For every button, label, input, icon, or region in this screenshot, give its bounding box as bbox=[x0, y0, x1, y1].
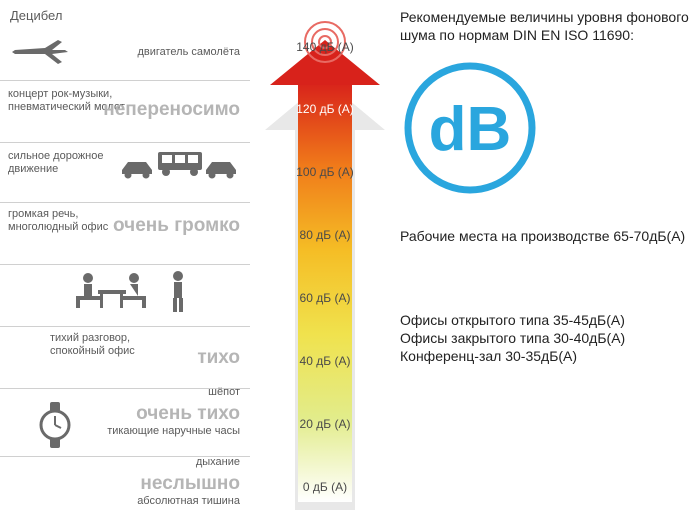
tick bbox=[0, 326, 250, 327]
cat-20: очень тихо тикающие наручные часы bbox=[107, 402, 240, 438]
rec-block-2: Офисы открытого типа 35-45дБ(А) Офисы за… bbox=[400, 311, 690, 366]
level-80: громкая речь, многолюдный офис bbox=[0, 208, 120, 233]
label-breath: дыхание bbox=[196, 456, 240, 469]
db-0: 0 дБ (A) bbox=[303, 480, 347, 494]
db-60: 60 дБ (A) bbox=[300, 291, 351, 305]
level-0-top: дыхание bbox=[196, 456, 240, 469]
category-quiet: тихо bbox=[197, 348, 240, 367]
label-0: абсолютная тишина bbox=[137, 495, 240, 508]
level-40: тихий разговор, спокойный офис bbox=[0, 332, 160, 357]
office-icon bbox=[70, 268, 210, 321]
tick bbox=[0, 80, 250, 81]
airplane-icon bbox=[10, 30, 70, 75]
examples-column: двигатель самолёта концерт рок-музыки, п… bbox=[0, 30, 250, 520]
category-veryquiet: очень тихо bbox=[107, 404, 240, 423]
recommendations-panel: Рекомендуемые величины уровня фонового ш… bbox=[400, 8, 690, 365]
cat-0: неслышно абсолютная тишина bbox=[137, 472, 240, 508]
db-120: 120 дБ (A) bbox=[296, 102, 354, 116]
rec-line: Офисы закрытого типа 30-40дБ(А) bbox=[400, 329, 690, 347]
tick bbox=[0, 142, 250, 143]
db-20: 20 дБ (A) bbox=[300, 417, 351, 431]
label-140: двигатель самолёта bbox=[137, 46, 240, 59]
db-140: 140 дБ (A) bbox=[296, 40, 354, 54]
cat-80: очень громко bbox=[113, 214, 240, 235]
label-80: громкая речь, многолюдный офис bbox=[8, 208, 120, 233]
cat-120: непереносимо bbox=[103, 98, 240, 119]
db-100: 100 дБ (A) bbox=[296, 165, 354, 179]
level-100: сильное дорожное движение bbox=[0, 150, 110, 175]
label-20: тикающие наручные часы bbox=[107, 425, 240, 438]
watch-icon bbox=[30, 400, 80, 455]
category-unbearable: непереносимо bbox=[103, 100, 240, 119]
label-whisper: шёпот bbox=[208, 386, 240, 399]
level-20-top: шёпот bbox=[208, 386, 240, 399]
label-100: сильное дорожное движение bbox=[8, 150, 110, 175]
recommendations-header: Рекомендуемые величины уровня фонового ш… bbox=[400, 8, 690, 44]
level-140: двигатель самолёта bbox=[137, 46, 240, 59]
db-80: 80 дБ (A) bbox=[300, 228, 351, 242]
page-title: Децибел bbox=[10, 8, 62, 23]
db-40: 40 дБ (A) bbox=[300, 354, 351, 368]
db-logo: dB bbox=[400, 58, 690, 202]
tick bbox=[0, 264, 250, 265]
db-logo-text: dB bbox=[429, 95, 512, 164]
category-veryloud: очень громко bbox=[113, 216, 240, 235]
category-inaudible: неслышно bbox=[137, 474, 240, 493]
cat-40: тихо bbox=[197, 346, 240, 367]
traffic-icon bbox=[120, 148, 240, 191]
rec-line: Конференц-зал 30-35дБ(А) bbox=[400, 347, 690, 365]
rec-line: Офисы открытого типа 35-45дБ(А) bbox=[400, 311, 690, 329]
tick bbox=[0, 202, 250, 203]
rec-block-1: Рабочие места на производстве 65-70дБ(А) bbox=[400, 227, 690, 245]
decibel-arrow: 140 дБ (A) 120 дБ (A) 100 дБ (A) 80 дБ (… bbox=[250, 10, 400, 520]
label-40: тихий разговор, спокойный офис bbox=[50, 332, 160, 357]
